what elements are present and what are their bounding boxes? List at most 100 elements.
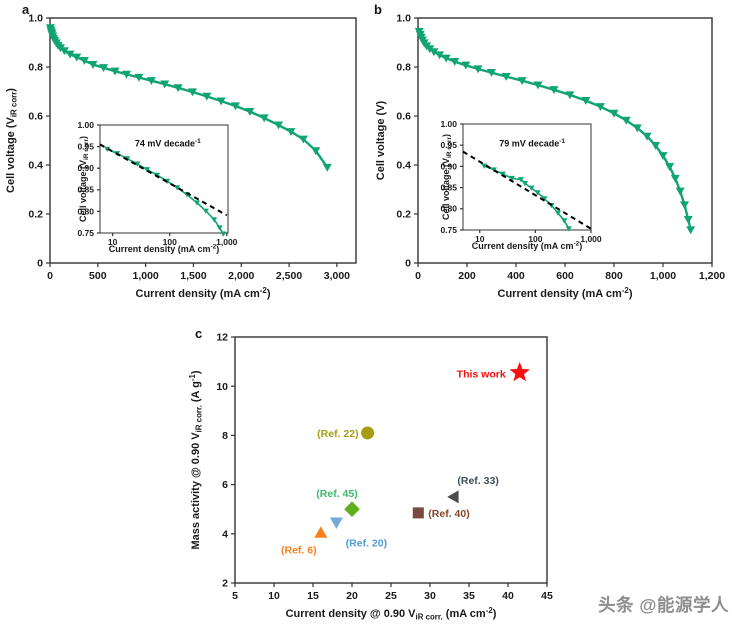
polarization-curve-b-marker <box>429 48 439 57</box>
polarization-curve-b-marker <box>501 72 511 81</box>
polarization-curve-a-marker <box>231 102 241 111</box>
ref-6-label: (Ref. 6) <box>281 545 317 557</box>
polarization-curve-b-marker <box>487 69 496 77</box>
polarization-curve-b-marker <box>683 216 693 224</box>
polarization-curve-a-marker <box>274 121 284 130</box>
panel-c-x-axis-title: Current density @ 0.90 ViR corr. (mA cm-… <box>286 606 497 622</box>
ref-22-label: (Ref. 22) <box>317 428 358 440</box>
y-tick-label: 8 <box>222 430 228 442</box>
polarization-curve-a-marker <box>187 88 197 97</box>
y-tick-label: 0.2 <box>396 209 411 221</box>
polarization-curve-b-line <box>418 31 692 231</box>
polarization-curve-b-marker <box>425 45 435 54</box>
polarization-curve-b-marker <box>680 201 690 210</box>
x-tick-label: 1,000 <box>580 234 602 244</box>
ref-20-label: (Ref. 20) <box>346 538 387 550</box>
polarization-curve-b-marker <box>651 142 661 150</box>
y-tick-label: 0 <box>37 258 43 270</box>
panel-a-inset-annotation: 74 mV decade-1 <box>135 138 201 148</box>
y-tick-label: 10 <box>216 381 228 393</box>
panel-b-inset: 10 100 1,000 0.75 0.80 0.85 0.90 0.95 1.00 Curren… <box>440 119 601 251</box>
panel-c: 5 10 15 20 25 30 35 40 45 2 4 6 8 10 12 Current density… <box>188 332 553 622</box>
polarization-curve-b-marker <box>450 58 460 66</box>
polarization-curve-b-marker <box>533 81 543 90</box>
panel-a-inset-plot-box <box>99 124 229 234</box>
polarization-curve-b-marker <box>686 226 696 235</box>
tafel-fit-a-line <box>99 143 228 217</box>
panel-c-y-axis-title: Mass activity @ 0.90 ViR corr. (A g-1) <box>188 370 204 549</box>
polarization-curve-a-marker <box>311 147 321 156</box>
polarization-curve-b-marker <box>549 86 559 95</box>
y-tick-label: 0.75 <box>77 228 94 238</box>
y-tick-label: 0.6 <box>396 111 411 123</box>
x-tick-label: 25 <box>385 590 397 602</box>
x-tick-label: 200 <box>458 270 476 282</box>
tafel-curve-a-marker <box>216 225 223 231</box>
y-tick-label: 0.80 <box>77 206 94 216</box>
y-tick-label: 0 <box>405 258 411 270</box>
watermark-text: 头条 @能源学人 <box>598 595 729 615</box>
polarization-curve-b-marker <box>609 109 619 118</box>
y-tick-label: 0.85 <box>77 185 94 195</box>
tafel-curve-a-marker <box>174 185 181 191</box>
x-tick-label: 35 <box>463 590 475 602</box>
panel-a-y-axis-title: Cell voltage (ViR corr) <box>5 88 18 193</box>
x-tick-label: 15 <box>307 590 319 602</box>
x-tick-label: 10 <box>268 590 280 602</box>
panel-b: 0 200 400 600 800 1,000 1,200 0 0.2 0.4 0.6 0.8 1.0 C… <box>375 13 725 300</box>
y-tick-label: 2 <box>222 578 228 590</box>
tafel-curve-b-marker <box>561 218 568 224</box>
polarization-curve-b-marker <box>642 132 652 141</box>
ref-45-marker <box>344 501 360 517</box>
x-tick-label: 500 <box>89 270 107 282</box>
x-tick-label: 30 <box>424 590 436 602</box>
y-tick-label: 0.80 <box>440 204 457 214</box>
x-tick-label: 2,000 <box>228 270 254 282</box>
polarization-curve-a-marker <box>59 47 69 56</box>
ref-6-marker <box>314 526 328 538</box>
panel-b-inset-plot-box <box>462 123 592 231</box>
x-tick-label: 10 <box>475 234 485 244</box>
x-tick-label: 1,000 <box>216 237 238 247</box>
polarization-curve-b-marker <box>461 61 471 70</box>
ref-22-marker <box>361 426 375 440</box>
polarization-curve-b-marker <box>517 77 527 85</box>
y-tick-label: 0.90 <box>77 163 94 173</box>
panel-c-label: c <box>195 326 203 341</box>
polarization-curve-b-marker <box>665 163 675 171</box>
panel-b-inset-annotation: 79 mV decade-1 <box>499 138 565 148</box>
y-tick-label: 0.4 <box>28 160 43 172</box>
ref-45-label: (Ref. 45) <box>316 488 357 500</box>
panel-a-x-axis-title: Current density (mA cm-2) <box>136 286 271 300</box>
polarization-curve-b-marker <box>565 91 575 100</box>
polarization-curve-a-marker <box>173 84 183 93</box>
y-tick-label: 0.95 <box>77 141 94 151</box>
polarization-curve-a-marker <box>322 163 332 172</box>
x-tick-label: 1,000 <box>132 270 158 282</box>
y-tick-label: 0.2 <box>28 209 43 221</box>
y-tick-label: 0.4 <box>396 160 411 172</box>
y-tick-label: 0.75 <box>440 225 457 235</box>
y-tick-label: 1.0 <box>396 13 411 25</box>
x-tick-label: 0 <box>415 270 421 282</box>
tafel-curve-a-marker <box>144 167 151 173</box>
y-tick-label: 0.6 <box>28 111 43 123</box>
polarization-curve-a-marker <box>298 135 308 144</box>
y-tick-label: 0.85 <box>440 182 457 192</box>
x-tick-label: 400 <box>507 270 525 282</box>
ref-20-marker <box>329 517 343 529</box>
tafel-curve-b-marker <box>499 171 506 177</box>
y-tick-label: 0.8 <box>28 62 43 74</box>
x-tick-label: 1,200 <box>699 270 725 282</box>
panel-b-y-axis-title: Cell voltage (V) <box>375 100 387 180</box>
polarization-curve-a-marker <box>122 70 131 79</box>
polarization-curve-b-marker <box>441 54 451 63</box>
tafel-fit-b-line <box>462 150 592 230</box>
x-tick-label: 600 <box>556 270 574 282</box>
x-tick-label: 100 <box>528 234 542 244</box>
panel-a-inset-x-axis-title: Current density (mA cm-2) <box>109 244 219 254</box>
tafel-curve-a-marker <box>202 208 209 214</box>
this-work-label: This work <box>457 369 506 381</box>
x-tick-label: 45 <box>541 590 553 602</box>
